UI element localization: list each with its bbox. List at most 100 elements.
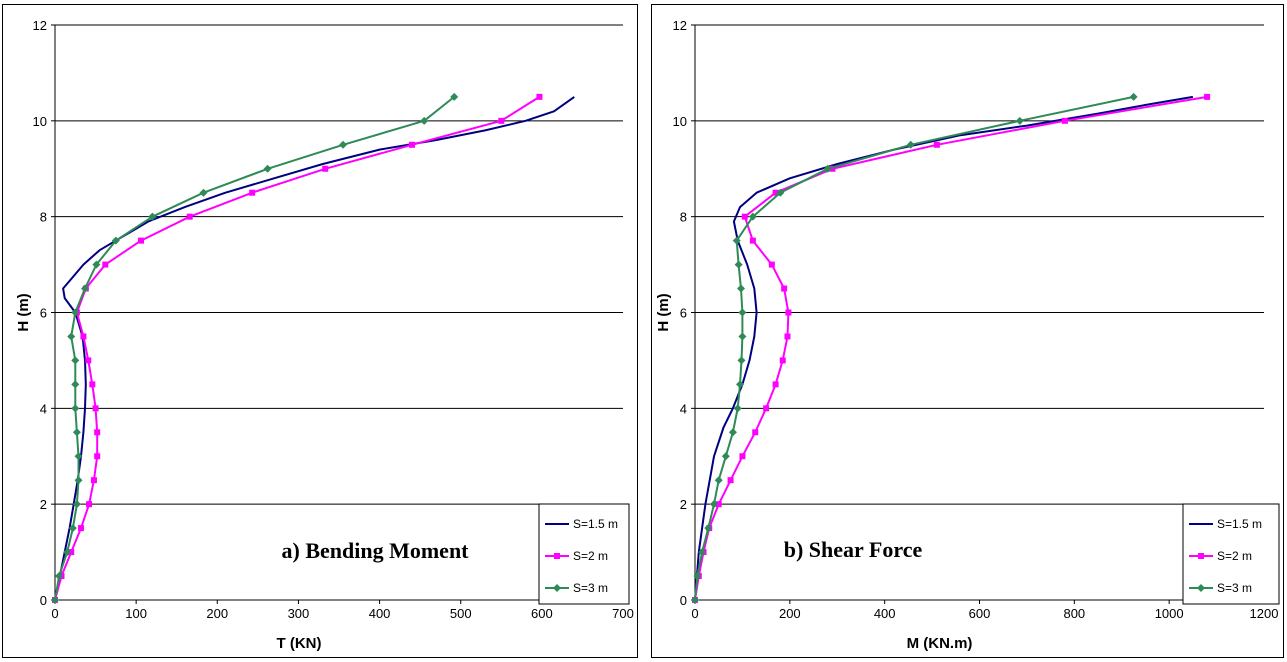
y-tick-label: 4: [40, 401, 47, 416]
data-point: [51, 596, 59, 604]
data-point: [536, 93, 543, 100]
data-point: [779, 357, 786, 364]
y-axis-title: H (m): [15, 293, 32, 331]
data-point: [111, 236, 120, 245]
x-tick-label: 800: [1063, 606, 1085, 621]
y-tick-label: 6: [40, 306, 47, 321]
data-point: [148, 212, 157, 221]
legend-marker: [1197, 584, 1205, 592]
legend-label: S=2 m: [573, 549, 608, 563]
data-point: [94, 453, 101, 460]
x-tick-label: 600: [969, 606, 991, 621]
data-point: [94, 429, 101, 436]
data-point: [81, 284, 90, 293]
y-tick-label: 10: [673, 114, 687, 129]
data-point: [102, 261, 109, 268]
y-axis-title: H (m): [655, 293, 672, 331]
legend-label: S=1.5 m: [573, 517, 618, 531]
data-point: [752, 429, 759, 436]
y-tick-label: 8: [40, 210, 47, 225]
data-point: [691, 596, 699, 604]
data-point: [74, 476, 83, 485]
data-point: [92, 405, 99, 412]
data-point: [1061, 117, 1068, 124]
legend-label: S=3 m: [1217, 581, 1252, 595]
data-point: [721, 452, 730, 461]
legend-label: S=3 m: [573, 581, 608, 595]
data-point: [89, 381, 96, 388]
data-point: [698, 548, 707, 557]
data-point: [71, 404, 80, 413]
data-point: [263, 164, 272, 173]
data-point: [72, 428, 81, 437]
x-tick-label: 700: [612, 606, 634, 621]
data-point: [86, 501, 93, 508]
series-line: [54, 96, 455, 601]
x-tick-label: 400: [874, 606, 896, 621]
y-tick-label: 4: [680, 401, 687, 416]
data-point: [738, 308, 747, 317]
data-point: [322, 165, 329, 172]
data-point: [785, 309, 792, 316]
x-tick-label: 400: [369, 606, 391, 621]
data-point: [748, 212, 757, 221]
data-point: [709, 500, 718, 509]
data-point: [339, 140, 348, 149]
data-point: [776, 188, 785, 197]
data-point: [727, 477, 734, 484]
x-tick-label: 1200: [1250, 606, 1279, 621]
data-point: [68, 524, 77, 533]
data-point: [74, 452, 83, 461]
y-tick-label: 10: [33, 114, 47, 129]
data-point: [249, 189, 256, 196]
x-tick-label: 1000: [1155, 606, 1184, 621]
data-point: [68, 549, 75, 556]
data-point: [1015, 116, 1024, 125]
data-point: [772, 189, 779, 196]
legend-marker: [553, 584, 561, 592]
legend-label: S=1.5 m: [1217, 517, 1262, 531]
chart-annotation: a) Bending Moment: [282, 538, 470, 563]
data-point: [772, 381, 779, 388]
data-point: [498, 117, 505, 124]
series-line: [54, 96, 540, 601]
data-point: [741, 213, 748, 220]
data-point: [933, 141, 940, 148]
data-point: [693, 572, 702, 581]
legend-marker: [554, 553, 560, 559]
data-point: [92, 260, 101, 269]
y-tick-label: 8: [680, 210, 687, 225]
data-point: [67, 332, 76, 341]
data-point: [72, 500, 81, 509]
data-point: [80, 333, 87, 340]
data-point: [733, 404, 742, 413]
data-point: [715, 501, 722, 508]
data-point: [781, 285, 788, 292]
x-tick-label: 100: [125, 606, 147, 621]
chart-annotation: b) Shear Force: [784, 537, 923, 562]
data-point: [409, 141, 416, 148]
x-tick-label: 600: [531, 606, 553, 621]
data-point: [768, 261, 775, 268]
data-point: [736, 284, 745, 293]
data-point: [732, 236, 741, 245]
y-tick-label: 0: [40, 593, 47, 608]
series-line: [54, 96, 575, 601]
x-tick-label: 0: [691, 606, 698, 621]
y-tick-label: 0: [680, 593, 687, 608]
x-tick-label: 500: [450, 606, 472, 621]
data-point: [763, 405, 770, 412]
data-point: [829, 165, 836, 172]
data-point: [450, 92, 459, 101]
bending-moment-chart: 0 2 4 6 8 10 12 0 100 200 300 400 500 600 700 T (KN) H (…: [15, 18, 634, 652]
x-tick-label: 0: [51, 606, 58, 621]
series-line: [694, 95, 1194, 601]
data-point: [728, 428, 737, 437]
chart-panel-bending-moment: 0 2 4 6 8 10 12 0 100 200 300 400 500 600 700 T (KN) H (…: [2, 4, 638, 658]
data-point: [1204, 93, 1211, 100]
data-point: [704, 524, 713, 533]
x-axis-title: T (KN): [277, 635, 322, 652]
y-tick-label: 2: [40, 497, 47, 512]
data-point: [71, 356, 80, 365]
data-point: [77, 525, 84, 532]
